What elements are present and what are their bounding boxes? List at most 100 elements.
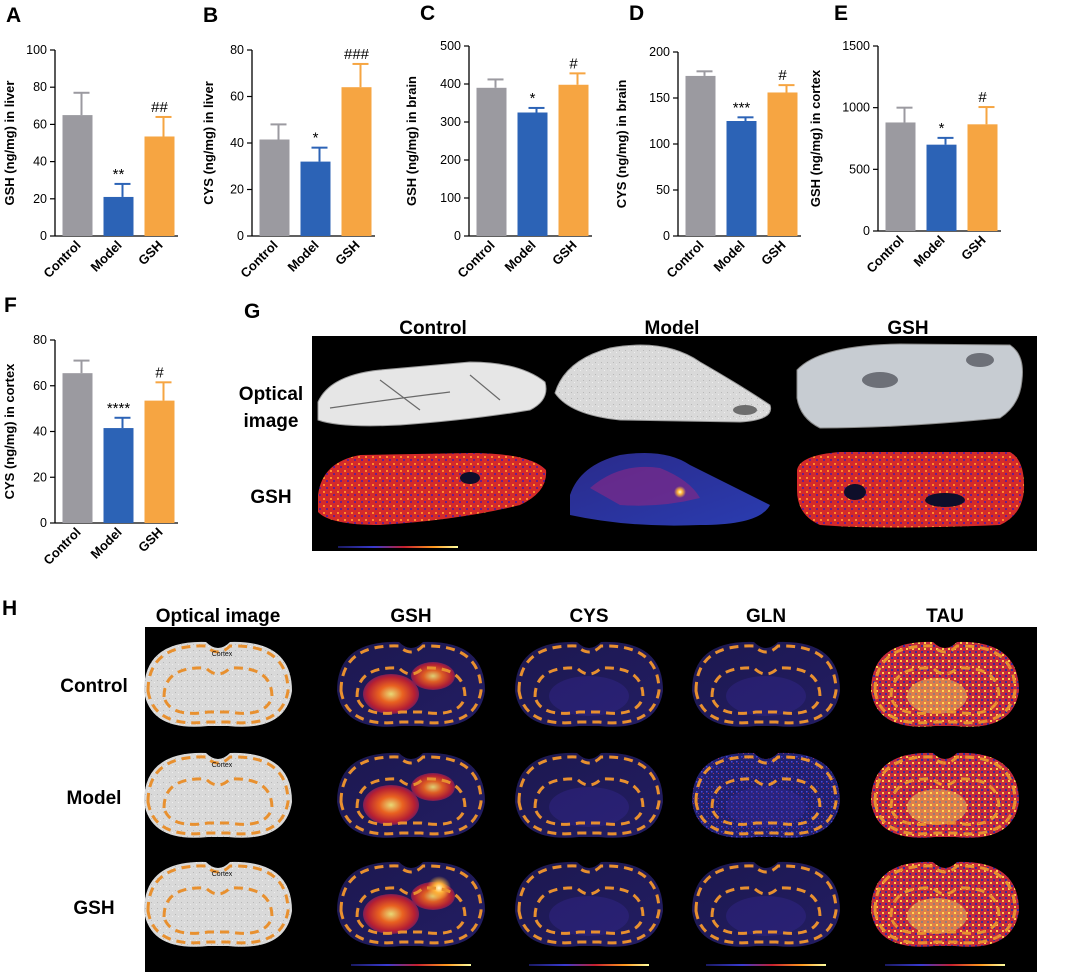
significance-gsh: ### xyxy=(344,46,370,63)
cortex-outline-inner xyxy=(889,666,1001,715)
liver-msi-vessel-control xyxy=(460,472,480,484)
chart-panel-e: E 0 500 1000 1500 GSH (ng/mg) in cortex Contro… xyxy=(808,2,1001,276)
panel-h: H Optical image GSH CYS GLN TAU Control … xyxy=(2,597,1037,972)
liver-msi-vessel-gsh-2 xyxy=(925,493,965,507)
brain-section-model-gsh xyxy=(337,752,485,838)
cortex-outline-inner xyxy=(710,666,822,715)
y-axis-label: GSH (ng/mg) in liver xyxy=(2,81,17,206)
cortex-label: Cortex xyxy=(212,762,233,769)
y-axis-label: CYS (ng/mg) in cortex xyxy=(2,363,17,500)
y-tick-label: 60 xyxy=(33,379,47,393)
brain-section-model-cys xyxy=(515,752,663,838)
y-tick-label: 100 xyxy=(26,43,47,57)
gsh-hot-region xyxy=(411,773,455,801)
liver-optical-model xyxy=(554,344,772,423)
x-tick-label-model: Model xyxy=(710,238,747,275)
panel-label-a: A xyxy=(6,4,21,27)
cortex-outline-outer xyxy=(517,864,661,945)
y-tick-label: 1000 xyxy=(842,101,870,115)
cortex-outline-outer xyxy=(517,644,661,725)
y-tick-label: 100 xyxy=(649,137,670,151)
panel-label-b: B xyxy=(203,4,218,27)
significance-gsh: # xyxy=(155,364,164,381)
gsh-hot-spot xyxy=(427,876,451,900)
panel-h-col-gsh: GSH xyxy=(390,606,431,627)
y-tick-label: 40 xyxy=(33,155,47,169)
brain-grid: Cortex Cortex Cortex xyxy=(144,641,1019,966)
x-tick-label-gsh: GSH xyxy=(135,238,166,269)
y-axis-label: CYS (ng/mg) in liver xyxy=(201,81,216,205)
cortex-outline-inner xyxy=(710,777,822,826)
y-tick-label: 0 xyxy=(454,229,461,243)
cortex-outline-inner xyxy=(533,777,645,826)
y-tick-label: 200 xyxy=(440,153,461,167)
brain-section-gsh-gln xyxy=(692,861,840,947)
y-tick-label: 0 xyxy=(663,229,670,243)
bar-model xyxy=(103,196,134,236)
significance-model: *** xyxy=(733,99,751,116)
cortex-outline-outer xyxy=(146,755,290,836)
y-tick-label: 1500 xyxy=(842,39,870,53)
panel-h-col-tau: TAU xyxy=(926,606,964,627)
brain-tissue xyxy=(144,641,292,727)
panel-g-col-gsh: GSH xyxy=(887,318,928,339)
brain-tissue xyxy=(515,861,663,947)
signal-region xyxy=(726,787,806,827)
tau-hot-region xyxy=(907,789,967,825)
brain-tissue xyxy=(515,752,663,838)
brain-section-model-optical-image: Cortex xyxy=(144,752,292,838)
x-tick-label-model: Model xyxy=(284,238,321,275)
panel-label-e: E xyxy=(834,2,848,25)
brain-tissue xyxy=(692,752,840,838)
bar-gsh xyxy=(341,87,372,236)
x-tick-label-control: Control xyxy=(40,238,83,281)
panel-h-col-optical: Optical image xyxy=(156,606,281,627)
bar-control xyxy=(62,115,93,236)
brain-tissue xyxy=(144,861,292,947)
panel-g-row-gsh: GSH xyxy=(250,487,291,508)
brain-section-control-cys xyxy=(515,641,663,727)
brain-section-gsh-cys xyxy=(515,861,663,947)
panel-label-c: C xyxy=(420,2,435,25)
brain-tissue xyxy=(144,752,292,838)
x-tick-label-model: Model xyxy=(501,238,538,275)
x-tick-label-gsh: GSH xyxy=(758,238,789,269)
chart-panel-b: B 0 20 40 60 80 CYS (ng/mg) in liver Control * Mo… xyxy=(201,4,375,281)
liver-msi-vessel-gsh-1 xyxy=(844,484,866,500)
cortex-outline-inner xyxy=(710,886,822,935)
bar-model xyxy=(517,112,548,236)
cortex-outline-inner xyxy=(533,666,645,715)
y-tick-label: 80 xyxy=(33,333,47,347)
brain-section-gsh-optical-image: Cortex xyxy=(144,861,292,947)
gsh-hot-region xyxy=(363,894,419,934)
y-tick-label: 200 xyxy=(649,45,670,59)
x-tick-label-gsh: GSH xyxy=(332,238,363,269)
y-tick-label: 50 xyxy=(656,183,670,197)
x-tick-label-model: Model xyxy=(87,238,124,275)
y-tick-label: 80 xyxy=(230,43,244,57)
significance-model: * xyxy=(530,90,536,107)
panel-label-f: F xyxy=(4,294,17,317)
y-tick-label: 0 xyxy=(40,229,47,243)
panel-g-colorbar xyxy=(338,546,458,548)
cortex-outline-inner xyxy=(533,886,645,935)
brain-section-model-gln xyxy=(692,752,840,838)
significance-gsh: # xyxy=(778,67,787,84)
panel-g-row-optical-2: image xyxy=(244,411,299,432)
panel-h-colorbar xyxy=(706,964,826,966)
bar-gsh xyxy=(144,136,175,236)
cortex-outline-inner xyxy=(162,777,274,826)
gsh-hot-region xyxy=(363,674,419,714)
significance-gsh: # xyxy=(569,55,578,72)
x-tick-label-model: Model xyxy=(910,233,947,270)
panel-h-col-cys: CYS xyxy=(569,606,608,627)
cortex-label: Cortex xyxy=(212,871,233,878)
cortex-label: Cortex xyxy=(212,651,233,658)
bar-gsh xyxy=(767,92,798,236)
x-tick-label-control: Control xyxy=(237,238,280,281)
panel-h-col-gln: GLN xyxy=(746,606,786,627)
liver-optical-gsh xyxy=(796,343,1023,429)
brain-tissue xyxy=(871,752,1019,838)
x-tick-label-gsh: GSH xyxy=(549,238,580,269)
bar-model xyxy=(103,428,134,523)
